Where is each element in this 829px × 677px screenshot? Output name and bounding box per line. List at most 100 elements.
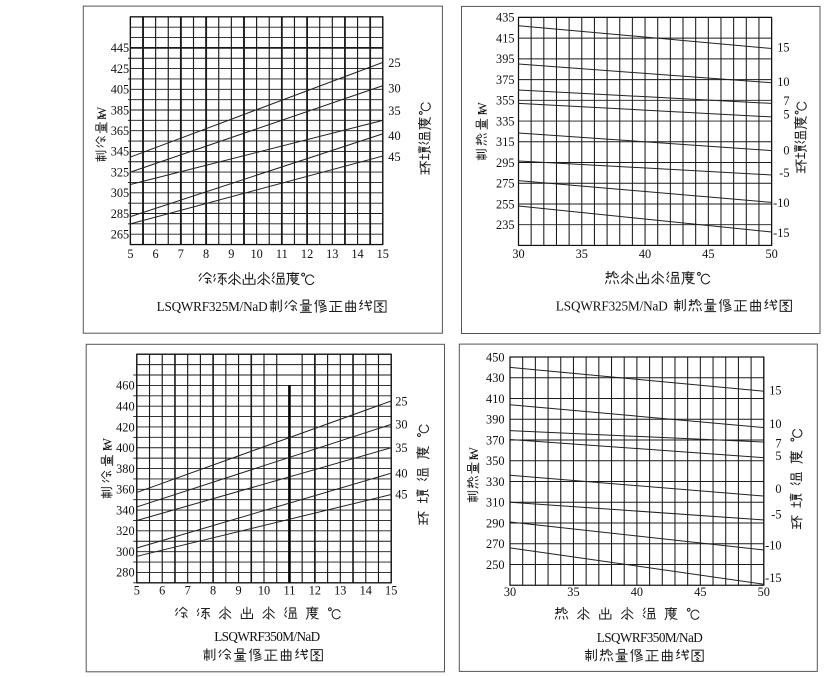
svg-text:15: 15 (777, 41, 789, 55)
svg-text:6: 6 (159, 584, 165, 598)
svg-text:30: 30 (395, 418, 407, 432)
svg-text:9: 9 (235, 584, 241, 598)
svg-text:40: 40 (639, 247, 651, 261)
svg-text:435: 435 (496, 11, 514, 25)
svg-text:-5: -5 (771, 507, 781, 521)
svg-text:8: 8 (210, 584, 216, 598)
svg-text:450: 450 (486, 350, 504, 364)
svg-text:13: 13 (326, 247, 338, 261)
svg-text:290: 290 (486, 516, 504, 530)
svg-text:-15: -15 (765, 571, 781, 585)
svg-text:310: 310 (486, 496, 504, 510)
svg-text:400: 400 (116, 441, 134, 455)
svg-text:45: 45 (395, 488, 407, 502)
svg-text:395: 395 (496, 52, 514, 66)
svg-text:25: 25 (388, 56, 400, 70)
svg-text:420: 420 (116, 420, 134, 434)
svg-text:300: 300 (116, 545, 134, 559)
svg-text:LSQWRF325M/NaD: LSQWRF325M/NaD (157, 299, 268, 314)
svg-text:280: 280 (116, 566, 134, 580)
svg-text:35: 35 (388, 104, 400, 118)
svg-text:425: 425 (111, 62, 129, 76)
svg-text:415: 415 (496, 31, 514, 45)
svg-text:50: 50 (758, 585, 770, 599)
svg-text:10: 10 (250, 247, 262, 261)
svg-text:30: 30 (504, 585, 516, 599)
svg-text:6: 6 (153, 247, 159, 261)
svg-text:5: 5 (134, 584, 140, 598)
svg-text:30: 30 (512, 247, 524, 261)
svg-text:350: 350 (486, 454, 504, 468)
svg-text:250: 250 (486, 558, 504, 572)
svg-text:7: 7 (783, 94, 789, 108)
svg-text:11: 11 (276, 247, 288, 261)
svg-text:0: 0 (783, 144, 789, 158)
svg-text:285: 285 (111, 207, 129, 221)
svg-text:295: 295 (496, 156, 514, 170)
svg-text:7: 7 (178, 247, 184, 261)
svg-text:LSQWRF350M/NaD: LSQWRF350M/NaD (597, 630, 703, 645)
svg-text:380: 380 (116, 462, 134, 476)
svg-text:235: 235 (496, 218, 514, 232)
svg-text:275: 275 (496, 177, 514, 191)
svg-text:460: 460 (116, 379, 134, 393)
svg-text:25: 25 (395, 394, 407, 408)
svg-text:8: 8 (203, 247, 209, 261)
svg-text:45: 45 (702, 247, 714, 261)
svg-text:45: 45 (694, 585, 706, 599)
svg-text:5: 5 (783, 108, 789, 122)
svg-text:270: 270 (486, 537, 504, 551)
svg-text:40: 40 (631, 585, 643, 599)
svg-text:9: 9 (228, 247, 234, 261)
svg-text:-10: -10 (765, 539, 781, 553)
svg-text:7: 7 (775, 437, 781, 451)
svg-text:15: 15 (377, 247, 389, 261)
svg-text:265: 265 (111, 228, 129, 242)
svg-text:LSQWRF325M/NaD: LSQWRF325M/NaD (556, 298, 668, 313)
svg-text:360: 360 (116, 483, 134, 497)
svg-text:410: 410 (486, 392, 504, 406)
svg-text:13: 13 (334, 584, 346, 598)
svg-text:14: 14 (351, 247, 363, 261)
svg-text:50: 50 (765, 247, 777, 261)
svg-text:430: 430 (486, 371, 504, 385)
svg-text:-10: -10 (773, 196, 789, 210)
svg-text:kW: kW (475, 102, 489, 115)
svg-text:11: 11 (284, 584, 296, 598)
svg-text:40: 40 (395, 467, 407, 481)
svg-text:5: 5 (775, 449, 781, 463)
svg-text:340: 340 (116, 503, 134, 517)
svg-text:0: 0 (775, 482, 781, 496)
svg-text:35: 35 (395, 441, 407, 455)
svg-text:355: 355 (496, 94, 514, 108)
svg-text:305: 305 (111, 186, 129, 200)
svg-text:10: 10 (777, 75, 789, 89)
svg-text:LSQWRF350M/NaD: LSQWRF350M/NaD (214, 629, 320, 644)
svg-text:405: 405 (111, 83, 129, 97)
svg-text:30: 30 (388, 82, 400, 96)
svg-text:14: 14 (360, 584, 372, 598)
svg-text:375: 375 (496, 73, 514, 87)
svg-text:390: 390 (486, 413, 504, 427)
svg-text:335: 335 (496, 114, 514, 128)
svg-text:255: 255 (496, 197, 514, 211)
svg-text:370: 370 (486, 433, 504, 447)
svg-text:35: 35 (576, 247, 588, 261)
svg-text:45: 45 (388, 150, 400, 164)
svg-text:385: 385 (111, 103, 129, 117)
svg-text:445: 445 (111, 41, 129, 55)
svg-text:kW: kW (467, 446, 481, 460)
svg-text:35: 35 (567, 585, 579, 599)
svg-text:325: 325 (111, 165, 129, 179)
svg-text:-15: -15 (773, 226, 789, 240)
svg-text:10: 10 (769, 417, 781, 431)
svg-text:365: 365 (111, 124, 129, 138)
svg-text:5: 5 (127, 247, 133, 261)
svg-text:10: 10 (258, 584, 270, 598)
svg-text:40: 40 (388, 129, 400, 143)
svg-text:12: 12 (301, 247, 313, 261)
svg-text:7: 7 (185, 584, 191, 598)
svg-text:12: 12 (309, 584, 321, 598)
svg-text:320: 320 (116, 524, 134, 538)
svg-text:15: 15 (769, 383, 781, 397)
